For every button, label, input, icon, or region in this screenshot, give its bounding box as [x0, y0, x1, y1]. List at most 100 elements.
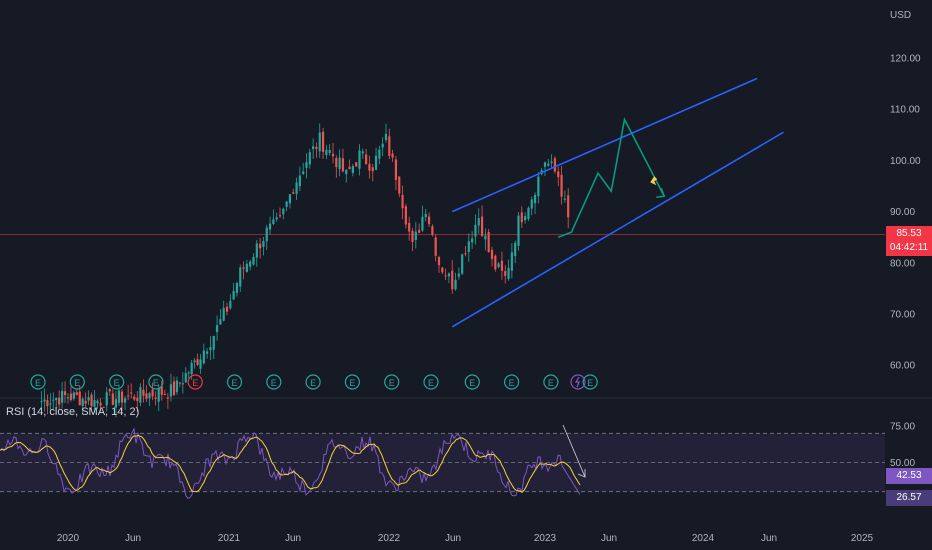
- candle-body: [497, 263, 500, 267]
- candle-body: [235, 283, 239, 293]
- candle-body: [441, 267, 444, 273]
- candle-body: [160, 386, 163, 395]
- earnings-marker[interactable]: E: [305, 374, 321, 390]
- candle-body: [365, 154, 368, 165]
- candle-body: [298, 175, 301, 187]
- earnings-marker[interactable]: E: [266, 374, 282, 390]
- price-pane[interactable]: [0, 77, 932, 418]
- rsi-line: [0, 427, 581, 500]
- rsi-indicator-title[interactable]: RSI (14, close, SMA, 14, 2): [6, 406, 140, 418]
- earnings-circle: [464, 374, 480, 390]
- candle-body: [49, 403, 52, 405]
- candle-body: [563, 198, 566, 200]
- candle-body: [87, 397, 90, 401]
- candle-body: [242, 267, 245, 269]
- earnings-letter: E: [114, 378, 120, 388]
- projection-path[interactable]: [557, 116, 665, 238]
- earnings-marker[interactable]: E: [226, 374, 243, 390]
- candle-body: [196, 359, 199, 365]
- rsi-tick-label: 75.00: [890, 422, 915, 433]
- candle-body: [202, 350, 205, 364]
- candle-body: [157, 388, 160, 402]
- candle-body: [108, 389, 111, 392]
- earnings-circle: [543, 374, 559, 390]
- candle-body: [178, 382, 181, 384]
- candle-body: [142, 389, 145, 396]
- earnings-marker[interactable]: E: [148, 374, 164, 390]
- candle-body: [514, 242, 517, 257]
- earnings-marker[interactable]: E: [464, 374, 480, 390]
- candle-body: [507, 267, 510, 279]
- candle-body: [480, 216, 484, 237]
- earnings-marker[interactable]: E: [423, 374, 439, 390]
- candle-body: [285, 201, 288, 207]
- candle-body: [181, 383, 184, 385]
- dividend-marker[interactable]: [570, 374, 586, 390]
- candle-body: [292, 192, 295, 194]
- candle-body: [444, 275, 447, 277]
- bar-countdown: 04:42:11: [889, 242, 929, 253]
- candle-body: [434, 237, 437, 256]
- rsi-pane[interactable]: [0, 424, 885, 500]
- x-tick-label: Jun: [761, 533, 777, 544]
- candle-body: [123, 398, 127, 403]
- y-tick-label: 90.00: [890, 207, 915, 218]
- x-tick-label: Jun: [125, 533, 141, 544]
- candle-body: [268, 223, 272, 230]
- earnings-marker[interactable]: E: [504, 374, 520, 390]
- time-axis[interactable]: 2020 Jun 2021 Jun 2022 Jun 2023 Jun 2024 Jun 2025: [57, 533, 874, 544]
- earnings-marker[interactable]: E: [69, 374, 85, 390]
- candle-body: [520, 212, 523, 223]
- earnings-marker[interactable]: E: [543, 374, 559, 390]
- earnings-circle: [148, 374, 164, 390]
- candle-body: [75, 392, 78, 396]
- channel-lower-line[interactable]: [451, 131, 784, 328]
- currency-label: USD: [890, 10, 911, 21]
- candle-body: [557, 171, 560, 178]
- candle-body: [530, 199, 533, 209]
- candle-body: [63, 391, 67, 396]
- earnings-marker[interactable]: E: [30, 374, 46, 390]
- channel-upper-line[interactable]: [451, 77, 758, 213]
- candle-body: [318, 132, 321, 152]
- candle-body: [302, 171, 305, 174]
- candle-body: [487, 231, 490, 253]
- candle-body: [163, 393, 166, 395]
- earnings-marker[interactable]: E: [108, 374, 125, 390]
- candle-body: [414, 231, 417, 241]
- candle-body: [78, 391, 81, 406]
- candle-body: [90, 394, 93, 407]
- candle-body: [490, 249, 494, 259]
- price-axis[interactable]: 120.00 110.00 100.00 90.00 80.00 70.00 60.00: [890, 54, 921, 372]
- candle-body: [381, 143, 384, 148]
- candle-body: [114, 399, 118, 408]
- candle-body: [404, 206, 407, 225]
- candle-body: [321, 131, 325, 152]
- candle-body: [117, 390, 121, 403]
- candle-body: [278, 215, 282, 217]
- x-tick-label: 2024: [692, 533, 715, 544]
- x-tick-label: Jun: [445, 533, 461, 544]
- candle-body: [371, 167, 374, 172]
- candle-body: [550, 161, 553, 163]
- lightning-icon: [574, 376, 580, 388]
- candle-body: [355, 162, 358, 167]
- candle-body: [133, 396, 136, 400]
- y-tick-label: 70.00: [890, 310, 915, 321]
- earnings-marker[interactable]: E: [344, 374, 360, 390]
- candle-body: [175, 380, 179, 393]
- cursor-icon: [650, 176, 658, 186]
- earnings-marker[interactable]: E: [582, 374, 598, 390]
- candle-body: [471, 238, 474, 243]
- earnings-marker[interactable]: E: [384, 374, 400, 390]
- earnings-letter: E: [509, 378, 515, 388]
- earnings-circle: [69, 374, 85, 390]
- earnings-circle: [305, 374, 321, 390]
- earnings-marker[interactable]: E: [187, 374, 203, 390]
- earnings-circle: [344, 374, 360, 390]
- candle-body: [341, 158, 345, 172]
- y-tick-label: 60.00: [890, 361, 915, 372]
- candle-body: [328, 150, 331, 154]
